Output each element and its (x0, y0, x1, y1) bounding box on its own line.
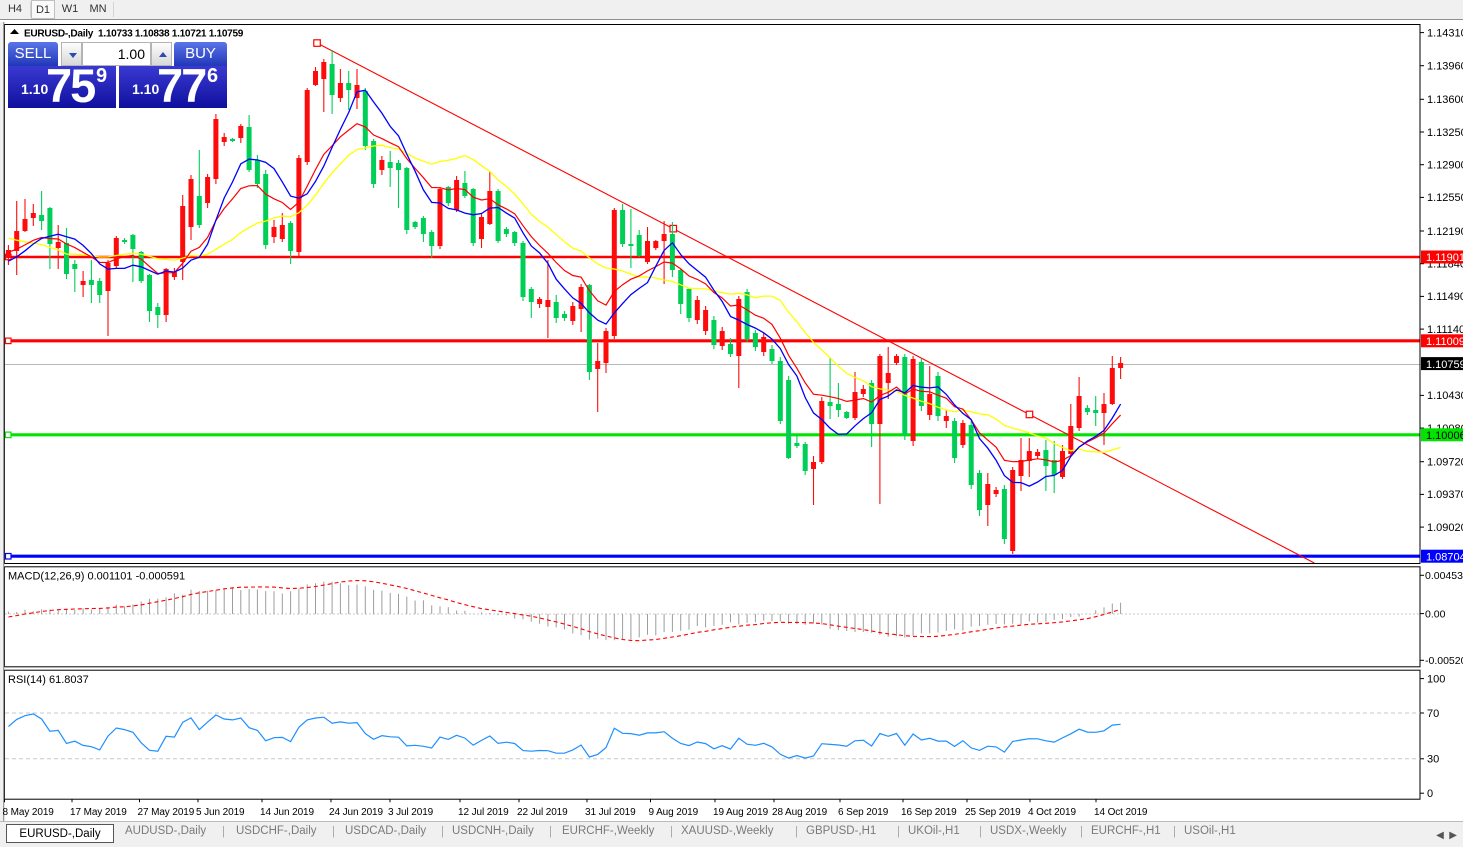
svg-text:27 May 2019: 27 May 2019 (138, 807, 195, 818)
svg-text:EURUSD-,Daily 1.10733 1.10838: EURUSD-,Daily 1.10733 1.10838 1.10721 1.… (24, 29, 244, 40)
svg-text:5 Jun 2019: 5 Jun 2019 (196, 807, 245, 818)
svg-text:12 Jul 2019: 12 Jul 2019 (458, 807, 509, 818)
svg-text:1.14310: 1.14310 (1427, 27, 1463, 39)
svg-text:19 Aug 2019: 19 Aug 2019 (713, 807, 769, 818)
svg-text:28 Aug 2019: 28 Aug 2019 (772, 807, 828, 818)
svg-text:1.10759: 1.10759 (1426, 359, 1463, 371)
svg-text:17 May 2019: 17 May 2019 (70, 807, 127, 818)
svg-text:1.10006: 1.10006 (1426, 430, 1463, 442)
svg-text:70: 70 (1427, 708, 1439, 720)
svg-text:1.11009: 1.11009 (1426, 336, 1463, 348)
svg-text:1.12550: 1.12550 (1427, 192, 1463, 204)
svg-text:1.12900: 1.12900 (1427, 160, 1463, 172)
svg-text:22 Jul 2019: 22 Jul 2019 (517, 807, 568, 818)
svg-text:1.11490: 1.11490 (1427, 291, 1463, 303)
svg-text:16 Sep 2019: 16 Sep 2019 (901, 807, 957, 818)
svg-text:1.11140: 1.11140 (1427, 324, 1463, 336)
svg-text:1.09720: 1.09720 (1427, 457, 1463, 469)
svg-text:1.09020: 1.09020 (1427, 522, 1463, 534)
svg-text:24 Jun 2019: 24 Jun 2019 (329, 807, 383, 818)
svg-text:31 Jul 2019: 31 Jul 2019 (585, 807, 636, 818)
svg-text:8 May 2019: 8 May 2019 (3, 807, 55, 818)
svg-text:6 Sep 2019: 6 Sep 2019 (838, 807, 889, 818)
svg-text:0.004536: 0.004536 (1425, 570, 1463, 582)
svg-text:100: 100 (1427, 673, 1445, 685)
svg-text:1.12190: 1.12190 (1427, 226, 1463, 238)
svg-text:1.13250: 1.13250 (1427, 127, 1463, 139)
svg-text:14 Jun 2019: 14 Jun 2019 (260, 807, 314, 818)
svg-text:1.13960: 1.13960 (1427, 61, 1463, 73)
svg-text:3 Jul 2019: 3 Jul 2019 (388, 807, 434, 818)
svg-text:1.08704: 1.08704 (1426, 551, 1463, 563)
svg-text:MACD(12,26,9) 0.001101 -0.0005: MACD(12,26,9) 0.001101 -0.000591 (8, 571, 185, 583)
svg-text:1.11901: 1.11901 (1426, 252, 1463, 264)
svg-text:30: 30 (1427, 754, 1439, 766)
svg-text:4 Oct 2019: 4 Oct 2019 (1028, 807, 1076, 818)
svg-text:9 Aug 2019: 9 Aug 2019 (649, 807, 699, 818)
svg-text:1.13600: 1.13600 (1427, 94, 1463, 106)
svg-text:1.10430: 1.10430 (1427, 390, 1463, 402)
svg-text:-0.005205: -0.005205 (1425, 655, 1463, 667)
svg-text:0.00: 0.00 (1425, 608, 1446, 620)
svg-text:0: 0 (1427, 788, 1433, 800)
svg-text:RSI(14) 61.8037: RSI(14) 61.8037 (8, 674, 89, 686)
svg-text:1.09370: 1.09370 (1427, 489, 1463, 501)
svg-text:14 Oct 2019: 14 Oct 2019 (1094, 807, 1148, 818)
svg-text:25 Sep 2019: 25 Sep 2019 (965, 807, 1021, 818)
